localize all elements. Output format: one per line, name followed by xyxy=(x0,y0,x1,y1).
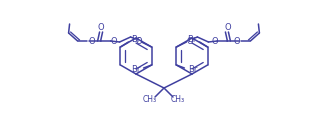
Text: O: O xyxy=(233,36,240,46)
Text: Br: Br xyxy=(131,65,140,75)
Text: O: O xyxy=(186,36,193,46)
Text: Br: Br xyxy=(188,65,197,75)
Text: Br: Br xyxy=(131,35,140,45)
Text: O: O xyxy=(211,36,218,46)
Text: O: O xyxy=(110,36,117,46)
Text: O: O xyxy=(224,24,231,32)
Text: O: O xyxy=(97,24,104,32)
Text: CH₃: CH₃ xyxy=(143,95,157,105)
Text: CH₃: CH₃ xyxy=(171,95,185,105)
Text: O: O xyxy=(88,36,95,46)
Text: Br: Br xyxy=(187,35,196,45)
Text: O: O xyxy=(135,36,142,46)
